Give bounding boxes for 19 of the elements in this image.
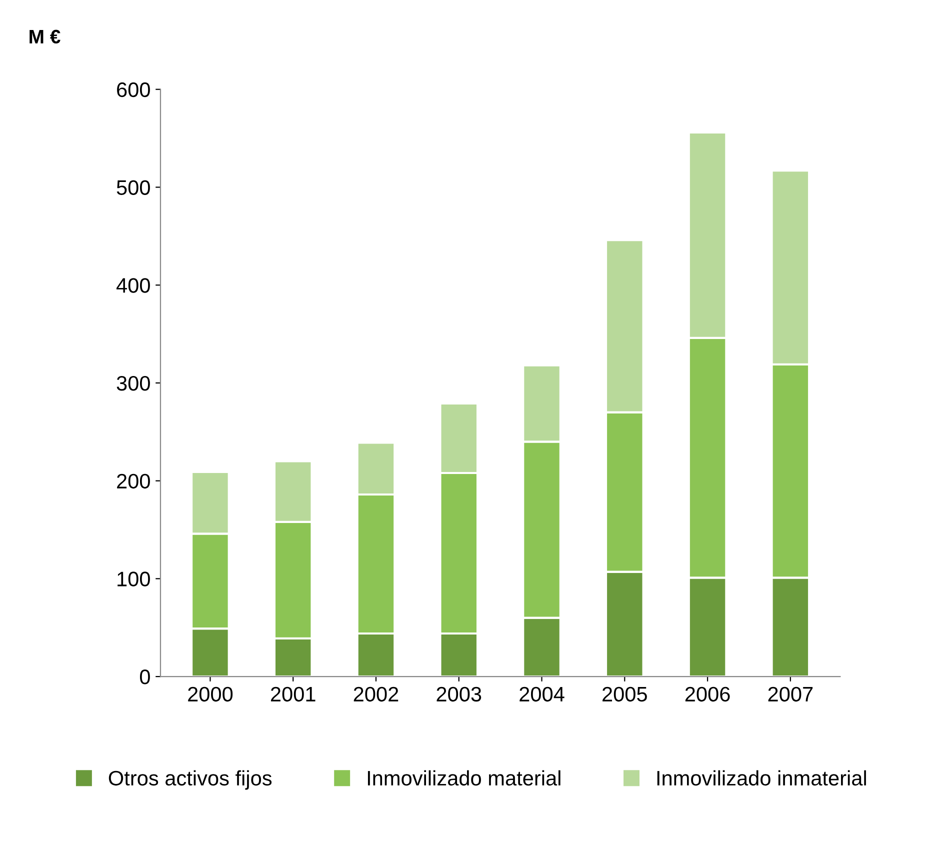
x-tick-label: 2004 (520, 686, 564, 702)
y-tick-label: 300 (116, 376, 150, 391)
x-tick-label: 2007 (768, 686, 813, 702)
x-tick-label: 2001 (270, 686, 316, 702)
legend-label: Inmovilizado material (368, 770, 560, 786)
y-tick-label: 100 (118, 572, 150, 586)
y-axis-title: M € (30, 30, 60, 44)
x-tick-label: 2006 (685, 686, 730, 702)
y-tick-label: 0 (140, 670, 150, 684)
x-tick-label: 2002 (354, 686, 398, 702)
x-tick-label: 2000 (188, 686, 233, 702)
y-tick-label: 600 (117, 82, 150, 98)
legend-label: Otros activos fijos (108, 770, 272, 790)
x-tick-label: 2005 (602, 686, 647, 702)
y-tick-label: 400 (116, 278, 150, 293)
legend-label: Inmovilizado inmaterial (657, 770, 866, 786)
y-tick-label: 500 (116, 180, 150, 195)
x-tick-label: 2003 (436, 686, 482, 702)
y-tick-label: 200 (117, 474, 150, 489)
